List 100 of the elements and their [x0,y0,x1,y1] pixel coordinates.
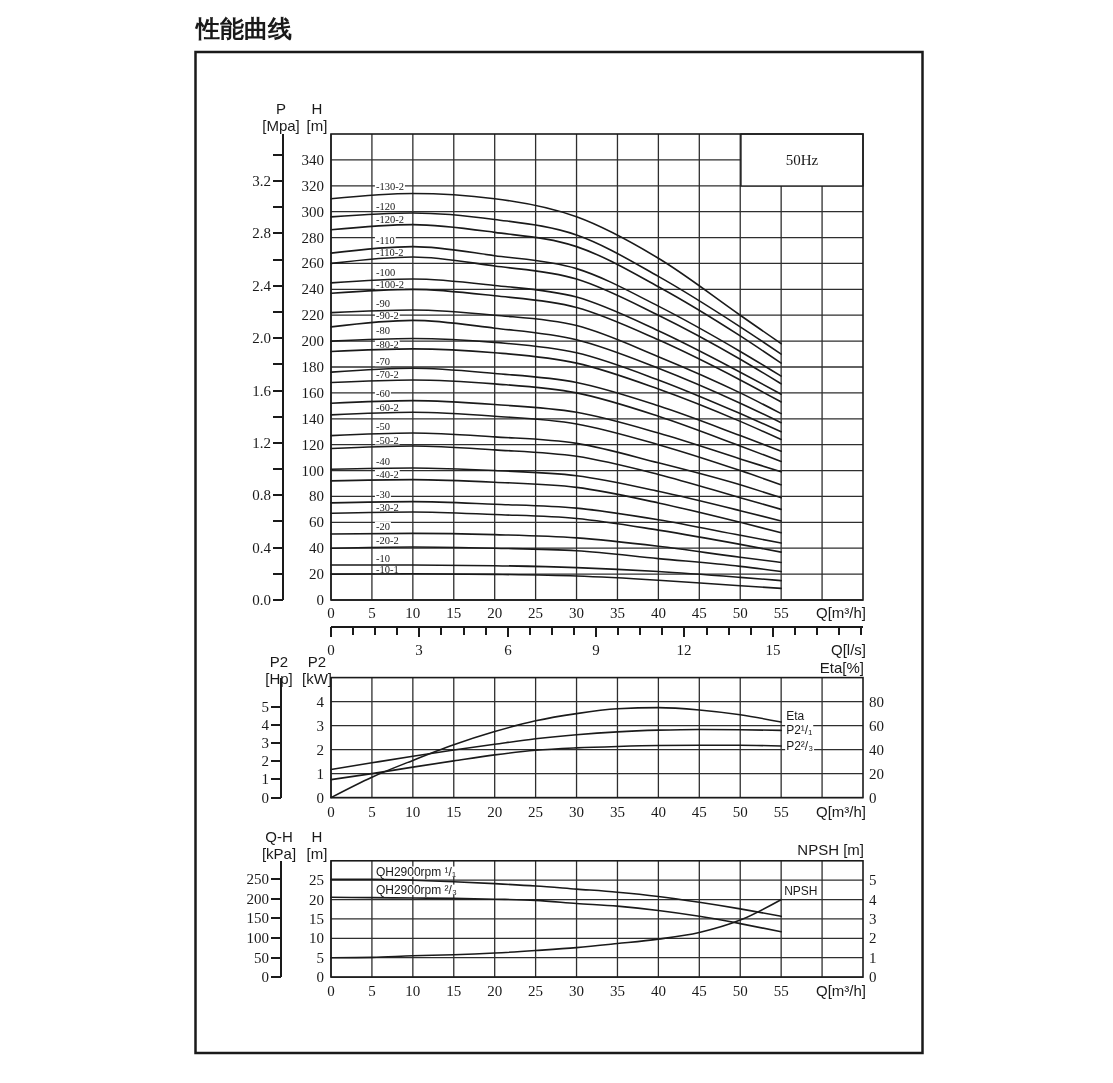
x-tick-label: 5 [368,803,376,820]
x-tick-label: 55 [773,605,789,621]
y-tick-label: 80 [309,488,324,505]
x-tick-label: 20 [487,605,503,621]
series-label: -100 [375,266,396,278]
y3-tick-label: 1 [261,771,269,787]
x-tick-label: 35 [609,803,625,820]
y2-label: NPSH [m] [797,841,864,858]
series-label: -120-2 [375,214,404,225]
y3-tick-label: 0.8 [252,487,271,503]
x-tick-label: 50 [732,803,748,820]
x-tick-label: 25 [528,803,544,820]
series-label: -30 [375,489,390,501]
y3-tick-label: 0.4 [252,540,271,556]
y2-label: Eta[%] [819,659,864,676]
series-label: -10-1 [375,564,399,576]
y-tick-label: 200 [301,333,324,350]
series-label: -40 [375,455,390,467]
series-label: -30-2 [375,501,399,513]
x-tick-label: 20 [487,803,503,820]
y-tick-label: 120 [301,436,324,453]
y3-tick-label: 250 [246,871,269,887]
y3-label: P [Mpa] [262,99,300,134]
series-label: -50-2 [375,434,399,446]
y3-tick-label: 2 [261,753,269,769]
x-tick-label: 20 [487,983,503,1000]
y-tick-label: 0 [316,592,324,608]
series-label: -100-2 [375,279,404,291]
x2-tick-label: 15 [765,642,781,658]
x-tick-label: 0 [327,605,335,621]
y-tick-label: 20 [309,566,324,583]
y2-tick-label: 0 [869,789,877,806]
y3-tick-label: 2.4 [252,278,271,294]
x2-tick-label: 0 [327,642,335,658]
x-tick-label: 40 [650,605,666,621]
x-tick-label: 10 [405,803,421,820]
y2-tick-label: 1 [869,949,877,966]
x-tick-label: 15 [446,605,462,621]
series-label: QH2900rpm ¹/₁ [375,864,456,879]
y-tick-label: 3 [316,717,324,734]
x-tick-label: 45 [691,983,707,1000]
y-tick-label: 2 [316,741,324,758]
y-tick-label: 100 [301,462,324,479]
x-tick-label: 45 [691,803,707,820]
series-label: -80-2 [375,338,399,350]
y3-tick-label: 1.6 [252,383,271,399]
series-label: -120 [375,200,396,212]
y-tick-label: 260 [301,255,324,272]
x-tick-label: 0 [327,983,335,1000]
x-tick-label: 30 [569,983,585,1000]
annotation: 50Hz [785,152,819,168]
series-label: -90 [375,297,390,309]
y-tick-label: 300 [301,203,324,220]
y-tick-label: 5 [316,949,324,966]
x2-tick-label: 9 [592,642,600,658]
x-label: Q[m³/h] [816,802,866,820]
x-tick-label: 25 [528,605,544,621]
y-tick-label: 15 [309,910,324,927]
x-tick-label: 30 [569,803,585,820]
y-label: H [m] [306,99,328,134]
y3-tick-label: 1.2 [252,435,271,451]
series-label: -110-2 [375,247,404,259]
y2-tick-label: 60 [869,717,884,734]
x-tick-label: 45 [691,605,707,621]
x-tick-label: 10 [405,983,421,1000]
x-tick-label: 0 [327,803,335,820]
x-label: Q[m³/h] [816,982,866,1000]
series-label: -50 [375,420,390,432]
series-label: -130-2 [375,181,404,193]
x2-tick-label: 12 [676,642,692,658]
x-tick-label: 5 [368,983,376,1000]
y3-tick-label: 4 [261,717,269,733]
x-tick-label: 50 [732,605,748,621]
series-label: -20 [375,520,390,532]
y3-tick-label: 0 [261,969,269,985]
y2-tick-label: 2 [869,930,877,947]
series-label: Eta [786,709,805,724]
y3-tick-label: 3 [261,735,269,751]
y-tick-label: 240 [301,281,324,298]
y3-tick-label: 3.2 [252,173,271,189]
y-tick-label: 0 [316,789,324,806]
y2-tick-label: 5 [869,872,877,889]
series-label: -20-2 [375,534,399,546]
x-label: Q[m³/h] [816,604,866,621]
y-tick-label: 1 [316,765,324,782]
y3-tick-label: 0.0 [252,592,271,608]
series-label: -60-2 [375,401,399,413]
x-tick-label: 10 [405,605,421,621]
y3-tick-label: 100 [246,930,269,946]
y3-tick-label: 2.8 [252,225,271,241]
x-tick-label: 5 [368,605,376,621]
y3-tick-label: 50 [254,950,269,966]
y3-tick-label: 200 [246,891,269,907]
series-label: -70-2 [375,369,399,381]
x-tick-label: 55 [773,803,789,820]
y-tick-label: 4 [316,693,324,710]
series-label: NPSH [784,883,818,898]
series-label: -90-2 [375,310,399,322]
y2-tick-label: 0 [869,969,877,986]
series-label: P2²/₃ [786,739,814,753]
